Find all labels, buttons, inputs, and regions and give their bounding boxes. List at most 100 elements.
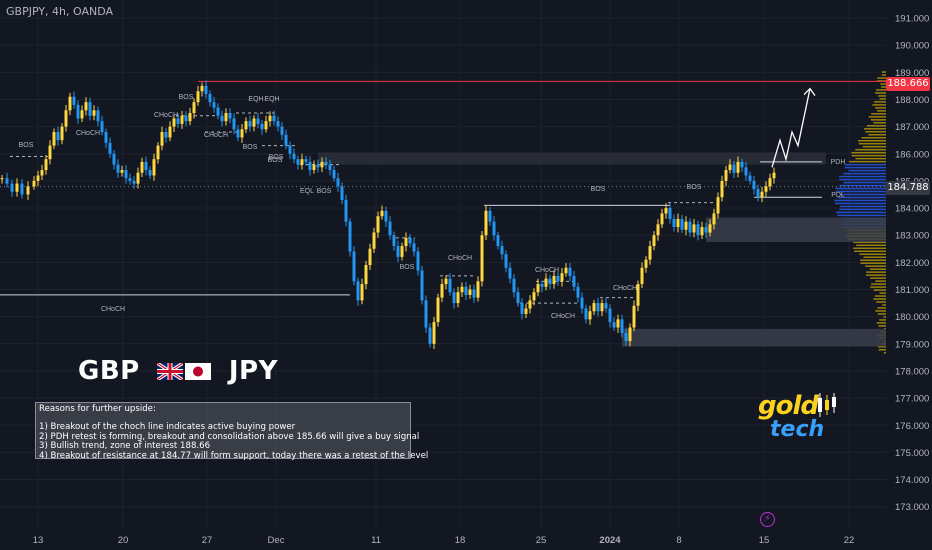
resistance-price-label: 188.666 <box>886 77 930 91</box>
volume-profile-bar <box>870 286 886 288</box>
y-tick-label: 177.000 <box>895 394 929 405</box>
candle-body <box>300 159 304 165</box>
candle-body <box>5 178 9 184</box>
y-tick-label: 175.000 <box>895 448 929 459</box>
candle-body <box>684 221 688 230</box>
projection-path <box>771 88 811 168</box>
candle-body <box>80 110 84 119</box>
candle-body <box>104 132 108 143</box>
annotation-label: CHoCH <box>204 132 228 139</box>
lightning-icon[interactable]: ⚡ <box>760 512 775 527</box>
candle-body <box>172 118 176 127</box>
candle-body <box>72 96 76 105</box>
volume-profile-bar <box>853 241 886 244</box>
candle-body <box>40 170 44 176</box>
volume-profile-bar <box>859 253 886 255</box>
annotation-label: CHoCH <box>76 130 100 137</box>
annotation-label: BOS <box>269 154 284 161</box>
candle-body <box>628 327 632 342</box>
candle-body <box>620 319 624 333</box>
volume-profile-bar <box>875 280 886 282</box>
candle-body <box>688 221 692 233</box>
candle-body <box>284 134 288 146</box>
volume-profile-bar <box>865 131 886 133</box>
volume-profile-bar <box>877 307 886 309</box>
candle-body <box>612 322 616 328</box>
candle-body <box>200 85 204 92</box>
reason-1: 1) Breakout of the choch line indicates … <box>39 422 296 433</box>
annotation-label: CHoCH <box>154 112 178 119</box>
volume-profile-bar <box>835 190 886 193</box>
y-tick-label: 191.000 <box>895 14 929 25</box>
candle-body <box>260 123 264 130</box>
candle-body <box>448 278 452 293</box>
candle-body <box>644 259 648 268</box>
candle-body <box>360 284 364 301</box>
candles-icon <box>818 393 836 417</box>
current-price-label: 184.788 <box>886 181 930 195</box>
x-tick-label: 20 <box>118 535 129 546</box>
candle-body <box>36 175 40 181</box>
volume-profile-bar <box>879 292 886 294</box>
volume-profile-bar <box>840 193 886 196</box>
x-tick-label: 13 <box>33 535 44 546</box>
volume-profile-bar <box>865 265 886 267</box>
annotation-label: EQH <box>248 96 263 103</box>
candle-body <box>676 218 680 228</box>
candle-body <box>696 224 700 236</box>
candle-body <box>484 210 488 236</box>
candle-body <box>288 145 292 154</box>
candle-body <box>156 145 160 160</box>
x-tick-label: 15 <box>759 535 770 546</box>
candle-body <box>356 281 360 301</box>
y-tick-label: 188.000 <box>895 95 929 106</box>
candle-body <box>680 218 684 230</box>
candle-body <box>392 235 396 247</box>
volume-profile-bar <box>848 160 886 163</box>
candle-body <box>164 132 168 138</box>
candle-body <box>540 284 544 287</box>
candle-body <box>524 308 528 314</box>
candle-body <box>472 289 476 298</box>
candle-body <box>740 161 744 168</box>
candle-body <box>0 178 4 180</box>
volume-profile-bar <box>876 322 886 324</box>
candle-body <box>128 178 132 181</box>
candle-body <box>56 132 60 141</box>
reasons-title: Reasons for further upside: <box>39 404 156 414</box>
volume-profile-bar <box>863 256 886 258</box>
volume-profile-bar <box>843 172 886 175</box>
candle-body <box>120 170 124 173</box>
candle-body <box>720 180 724 198</box>
candle-body <box>728 164 732 171</box>
volume-profile-bar <box>876 89 886 91</box>
candle-body <box>468 289 472 295</box>
candle-body <box>236 129 240 138</box>
x-tick-label: 18 <box>455 535 466 546</box>
candle-body <box>436 297 440 323</box>
volume-profile-bar <box>879 98 886 100</box>
volume-profile-bar <box>878 325 886 327</box>
candle-body <box>152 159 156 176</box>
volume-profile-bar <box>854 250 886 252</box>
candle-body <box>444 278 448 285</box>
candle-body <box>336 178 340 187</box>
x-tick-label: Dec <box>268 535 285 546</box>
candle-body <box>216 107 220 116</box>
volume-profile-bar <box>869 268 886 270</box>
volume-profile-bar <box>844 166 886 169</box>
volume-profile-bar <box>879 319 886 321</box>
volume-profile-bar <box>874 101 886 103</box>
candle-body <box>232 118 236 130</box>
candle-body <box>768 178 772 187</box>
candle-body <box>96 110 100 122</box>
annotation-label: CHoCH <box>101 306 125 313</box>
candle-body <box>496 235 500 247</box>
demand-zone-1 <box>706 217 886 242</box>
candle-body <box>652 235 656 247</box>
candle-body <box>568 267 572 276</box>
candle-body <box>328 164 332 171</box>
candle-body <box>220 115 224 122</box>
y-tick-label: 182.000 <box>895 258 929 269</box>
